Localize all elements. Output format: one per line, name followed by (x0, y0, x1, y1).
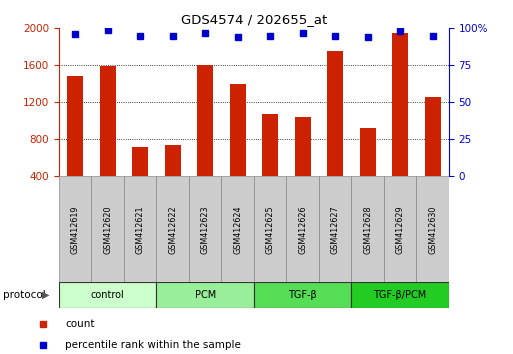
Bar (59, 282, 156, 308)
Text: protocol: protocol (3, 290, 45, 300)
Bar (351, 176, 384, 282)
Title: GDS4574 / 202655_at: GDS4574 / 202655_at (181, 13, 327, 26)
Bar (222, 176, 254, 282)
Text: GSM412627: GSM412627 (331, 205, 340, 254)
Bar (100, 66, 116, 213)
Text: GSM412623: GSM412623 (201, 205, 210, 254)
Bar (319, 176, 351, 282)
Text: GSM412625: GSM412625 (266, 205, 274, 254)
Bar (392, 33, 408, 213)
Bar (229, 84, 246, 213)
Text: GSM412624: GSM412624 (233, 205, 242, 254)
Bar (294, 117, 311, 213)
Bar (124, 176, 156, 282)
Bar (59, 176, 91, 282)
Text: TGF-β: TGF-β (288, 290, 317, 300)
Bar (254, 282, 351, 308)
Text: GSM412619: GSM412619 (71, 205, 80, 254)
Text: GSM412622: GSM412622 (168, 205, 177, 254)
Bar (286, 176, 319, 282)
Bar (262, 114, 278, 213)
Bar (67, 76, 83, 213)
Text: control: control (91, 290, 125, 300)
Bar (327, 51, 343, 213)
Text: GSM412626: GSM412626 (298, 205, 307, 254)
Bar (417, 176, 449, 282)
Bar (384, 176, 417, 282)
Bar (351, 282, 449, 308)
Bar (91, 176, 124, 282)
Bar (424, 97, 441, 213)
Bar (156, 176, 189, 282)
Text: GSM412630: GSM412630 (428, 205, 437, 253)
Text: GSM412620: GSM412620 (103, 205, 112, 254)
Text: percentile rank within the sample: percentile rank within the sample (65, 340, 241, 350)
Text: GSM412628: GSM412628 (363, 205, 372, 254)
Text: GSM412621: GSM412621 (136, 205, 145, 254)
Bar (132, 147, 148, 213)
Text: ▶: ▶ (42, 290, 50, 300)
Text: count: count (65, 319, 95, 329)
Bar (197, 65, 213, 213)
Bar (360, 128, 376, 213)
Bar (156, 282, 254, 308)
Bar (165, 145, 181, 213)
Text: GSM412629: GSM412629 (396, 205, 405, 254)
Bar (254, 176, 286, 282)
Text: PCM: PCM (194, 290, 216, 300)
Text: TGF-β/PCM: TGF-β/PCM (373, 290, 427, 300)
Bar (189, 176, 222, 282)
